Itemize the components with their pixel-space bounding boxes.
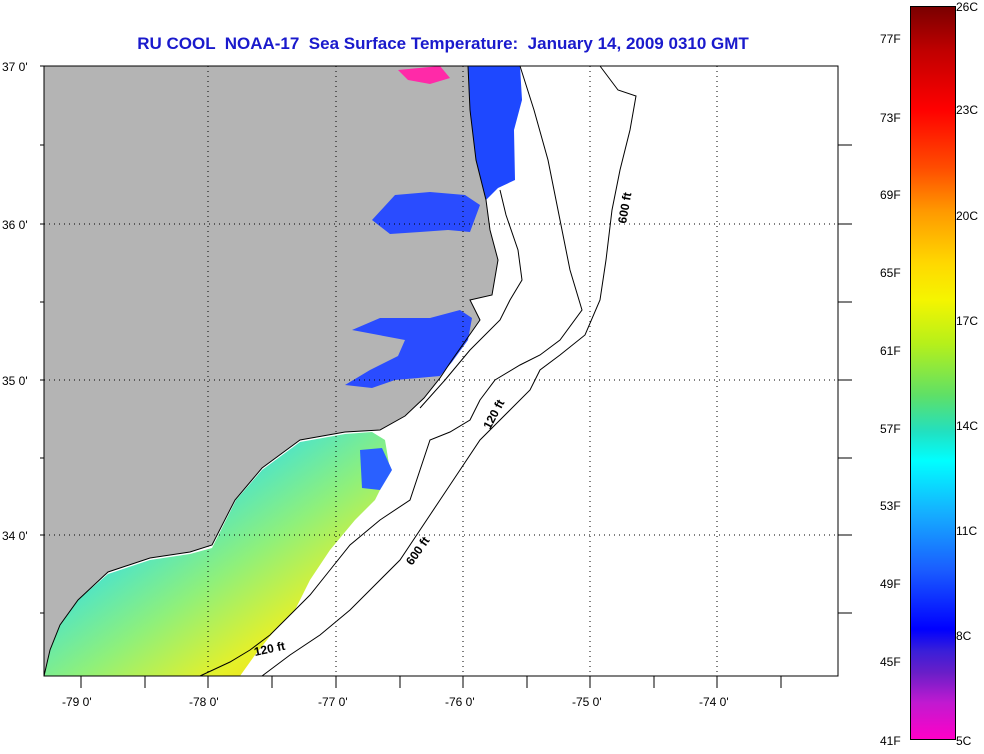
- celsius-label: 26C: [956, 0, 979, 14]
- offshore-cold-patch: [360, 448, 392, 490]
- north-fringe: [398, 66, 450, 84]
- lat-label: 34 0': [2, 529, 28, 543]
- lon-label: -74 0': [699, 695, 729, 709]
- isobath-600ft: [261, 65, 637, 677]
- temperature-colorbar: [910, 6, 956, 740]
- celsius-label: 20C: [956, 209, 979, 223]
- fahrenheit-label: 77F: [880, 32, 901, 46]
- celsius-label: 5C: [956, 734, 972, 748]
- isobath-120ft: [199, 65, 583, 677]
- fahrenheit-label: 49F: [880, 577, 901, 591]
- map-frame: [43, 65, 839, 677]
- northern-cold-water: [468, 66, 522, 200]
- celsius-label: 11C: [956, 524, 978, 538]
- celsius-label: 14C: [956, 419, 979, 433]
- southern-sst-plume: [44, 432, 390, 676]
- lon-label: -76 0': [445, 695, 475, 709]
- celsius-label: 23C: [956, 103, 979, 117]
- isobath-label: 600 ft: [615, 191, 634, 224]
- lat-label: 37 0': [2, 60, 28, 74]
- lon-label: -79 0': [62, 695, 92, 709]
- celsius-label: 17C: [956, 314, 979, 328]
- celsius-label: 8C: [956, 629, 972, 643]
- fahrenheit-label: 69F: [880, 188, 901, 202]
- fahrenheit-label: 41F: [880, 734, 901, 748]
- fahrenheit-label: 53F: [880, 499, 901, 513]
- map-title: RU COOL NOAA-17 Sea Surface Temperature:…: [137, 34, 749, 53]
- ticks: [40, 65, 852, 688]
- fahrenheit-label: 45F: [880, 655, 901, 669]
- fahrenheit-label: 61F: [880, 344, 901, 358]
- outer-banks: [419, 189, 523, 409]
- graticule: [44, 66, 838, 676]
- coastline: [43, 65, 499, 677]
- pamlico-sound: [345, 310, 472, 388]
- fahrenheit-label: 73F: [880, 111, 901, 125]
- lon-label: -77 0': [318, 695, 348, 709]
- lon-label: -75 0': [572, 695, 602, 709]
- lat-label: 36 0': [2, 218, 28, 232]
- lat-label: 35 0': [2, 374, 28, 388]
- fahrenheit-label: 65F: [880, 266, 901, 280]
- lon-label: -78 0': [189, 695, 219, 709]
- isobath-label: 120 ft: [253, 639, 287, 659]
- fahrenheit-label: 57F: [880, 422, 901, 436]
